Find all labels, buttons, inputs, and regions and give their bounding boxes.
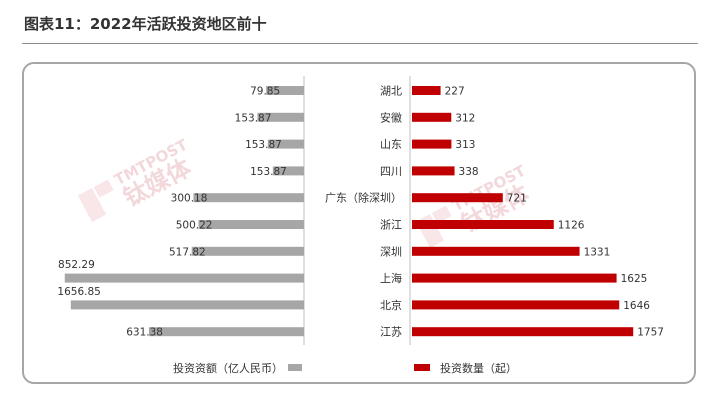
right-series-bars: 227 312 313 338 721 1126 1331 1625 1646 1757 — [412, 86, 664, 339]
legend-label-right: 投资数量（起） — [440, 361, 517, 375]
left-series-bars: 79.85 153.87 153.87 153.87 300.18 500.22 517.8… — [57, 86, 304, 339]
right-value-label-2: 312 — [455, 112, 475, 124]
left-value-label-3: 153.87 — [245, 139, 282, 151]
left-value-label-1: 79.85 — [250, 86, 280, 98]
left-value-label-6: 500.22 — [176, 220, 213, 232]
right-bar-7 — [412, 246, 580, 256]
legend: 投资资额（亿人民币） 投资数量（起） — [173, 361, 517, 375]
right-value-label-10: 1757 — [637, 327, 664, 339]
category-label-10: 江苏 — [380, 326, 402, 339]
category-label-4: 四川 — [380, 165, 402, 178]
right-bar-2 — [412, 112, 452, 122]
right-value-label-6: 1126 — [558, 220, 585, 232]
right-value-label-7: 1331 — [584, 246, 611, 258]
watermark-logo-bar — [77, 188, 107, 222]
right-bar-3 — [412, 139, 452, 149]
left-bar-2 — [257, 112, 304, 122]
left-value-label-9: 1656.85 — [57, 286, 100, 298]
left-bar-3 — [267, 139, 304, 149]
page-title: 图表11：2022年活跃投资地区前十 — [24, 15, 267, 33]
left-value-label-7: 517.82 — [169, 246, 206, 258]
category-label-5: 广东（除深圳） — [325, 191, 402, 205]
left-bar-4 — [272, 166, 304, 176]
right-bar-6 — [412, 220, 554, 229]
right-value-label-3: 313 — [455, 139, 475, 151]
category-label-2: 安徽 — [380, 110, 402, 124]
left-value-label-10: 631.38 — [126, 327, 163, 339]
right-value-label-4: 338 — [459, 166, 479, 178]
right-value-label-9: 1646 — [623, 300, 650, 312]
right-bar-9 — [412, 300, 620, 310]
right-bar-5 — [412, 193, 503, 203]
category-label-9: 北京 — [380, 298, 402, 312]
right-bar-10 — [412, 327, 634, 337]
right-value-label-1: 227 — [445, 86, 465, 98]
left-value-label-2: 153.87 — [235, 112, 272, 124]
right-value-label-5: 721 — [507, 193, 527, 205]
left-bar-5 — [193, 193, 304, 203]
right-bar-1 — [412, 86, 441, 95]
right-bar-8 — [412, 273, 617, 283]
watermark-logo-block — [93, 179, 114, 198]
category-label-8: 上海 — [380, 271, 402, 285]
left-value-label-5: 300.18 — [171, 193, 208, 205]
watermark-logo-block — [431, 205, 452, 224]
right-value-label-8: 1625 — [621, 273, 648, 285]
left-bar-7 — [191, 246, 304, 256]
category-label-6: 浙江 — [380, 219, 402, 232]
left-bar-6 — [198, 220, 304, 229]
left-bar-1 — [266, 86, 304, 95]
legend-swatch-left — [288, 364, 302, 371]
left-value-label-8: 852.29 — [58, 259, 95, 271]
left-value-label-4: 153.87 — [250, 166, 287, 178]
legend-swatch-right — [414, 364, 430, 371]
title-divider — [22, 43, 698, 44]
category-label-1: 湖北 — [380, 85, 402, 98]
left-bar-10 — [148, 327, 304, 337]
left-bar-8 — [64, 273, 304, 283]
left-bar-9 — [70, 300, 304, 310]
legend-label-left: 投资资额（亿人民币） — [173, 361, 283, 375]
category-label-3: 山东 — [380, 138, 402, 151]
right-bar-4 — [412, 166, 455, 176]
category-label-7: 深圳 — [380, 245, 402, 258]
